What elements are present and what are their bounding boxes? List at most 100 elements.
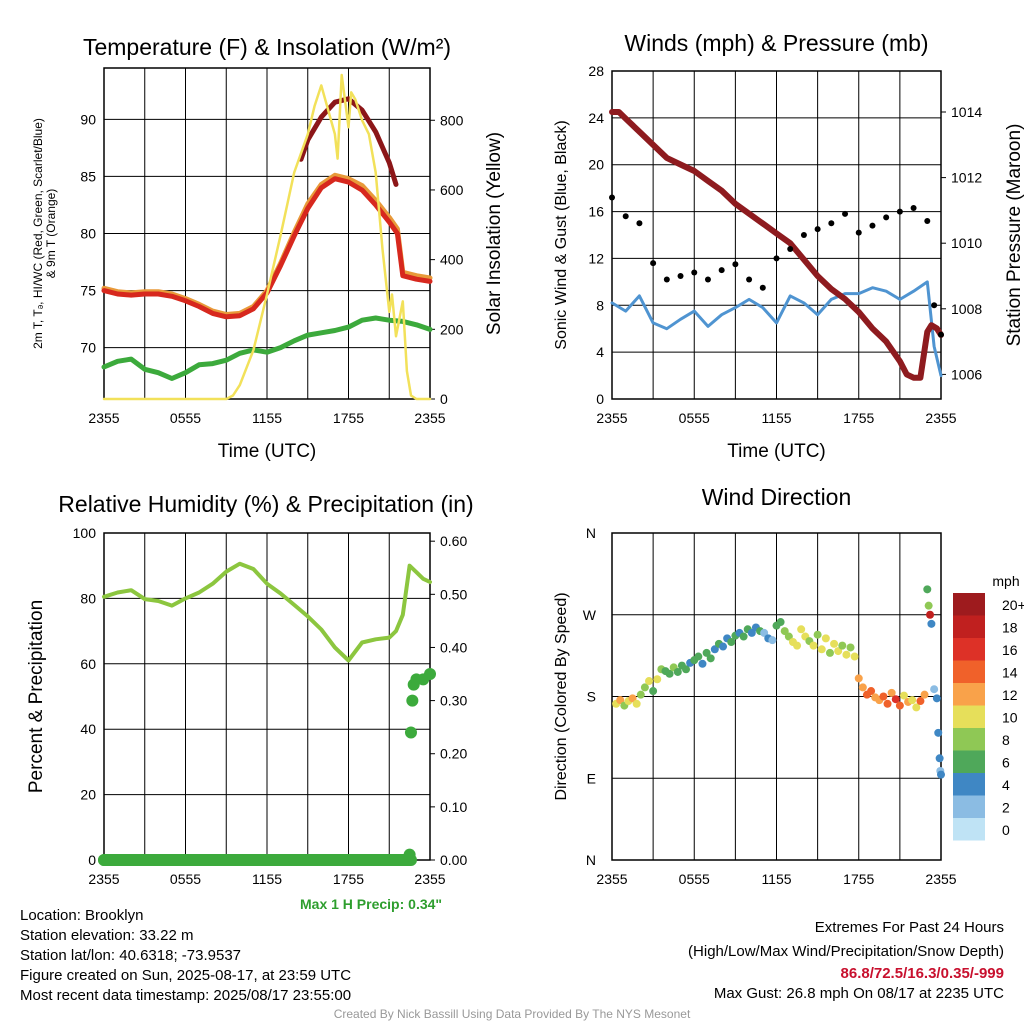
y-tick-label: 90 [80, 111, 96, 127]
precip-point [424, 668, 436, 681]
direction-point [908, 696, 917, 705]
direction-point [760, 628, 769, 637]
precip-point [369, 854, 382, 866]
precip-point [288, 854, 301, 866]
direction-point [645, 677, 654, 686]
extremes-values: 86.8/72.5/16.3/0.35/-999 [840, 965, 1004, 982]
gust-point [924, 217, 931, 224]
direction-point [665, 669, 674, 678]
colorbar-swatch [953, 593, 985, 616]
y-right-axis-label: Station Pressure (Maroon) [1004, 124, 1024, 347]
precip-point [403, 848, 416, 861]
gust-point [828, 220, 835, 227]
colorbar-label: 16 [1002, 642, 1018, 658]
humidity-precip-panel: Relative Humidity (%) & Precipitation (i… [26, 491, 474, 887]
y-tick-label: E [587, 770, 596, 786]
y-right-tick-label: 400 [440, 252, 464, 268]
gust-point [663, 276, 670, 283]
direction-point [768, 636, 777, 645]
direction-point [834, 647, 843, 656]
precip-point [125, 854, 138, 866]
x-tick-label: 1755 [843, 871, 874, 887]
y-tick-label: 16 [588, 204, 604, 220]
direction-point [935, 754, 944, 763]
colorbar-label: 20+ [1002, 597, 1024, 613]
colorbar-swatch [953, 615, 985, 638]
direction-point [926, 610, 935, 619]
direction-point [916, 697, 925, 706]
direction-point [719, 642, 728, 651]
y-tick-label: 100 [73, 525, 97, 541]
direction-point [912, 703, 921, 712]
y-tick-label: 60 [80, 656, 96, 672]
y-tick-label: 24 [588, 110, 604, 126]
gust-point [746, 276, 753, 283]
y-tick-label: 8 [596, 297, 604, 313]
direction-point [776, 618, 785, 627]
precip-point [206, 854, 219, 866]
direction-point [850, 652, 859, 661]
precip-point [98, 854, 110, 866]
direction-point [821, 634, 830, 643]
pressure-line [609, 109, 944, 381]
extremes-info: Extremes For Past 24 Hours (High/Low/Max… [688, 918, 1004, 1004]
direction-point [739, 632, 748, 641]
colorbar-title: mph [992, 573, 1019, 589]
panel-title: Temperature (F) & Insolation (W/m²) [83, 34, 451, 60]
direction-point [867, 687, 876, 696]
direction-point [727, 638, 736, 646]
gust-point [622, 213, 629, 220]
y-tick-label: 80 [80, 226, 96, 242]
y-right-axis-label: Solar Insolation (Yellow) [484, 132, 505, 335]
y-right-tick-label: 0.40 [440, 639, 467, 655]
precip-point [315, 854, 328, 866]
direction-point [780, 627, 789, 636]
gust-point [773, 255, 780, 262]
x-tick-label: 0555 [679, 871, 710, 887]
colorbar-swatch [953, 660, 985, 683]
colorbar-label: 12 [1002, 687, 1018, 703]
x-tick-label: 1155 [252, 871, 282, 887]
recent-timestamp: Most recent data timestamp: 2025/08/17 2… [20, 987, 352, 1004]
direction-point [846, 643, 855, 652]
x-axis-label: Time (UTC) [727, 441, 826, 462]
colorbar-swatch [953, 705, 985, 728]
temperature-panel: Temperature (F) & Insolation (W/m²) 2355 0… [31, 34, 505, 462]
direction-point [895, 701, 904, 710]
x-tick-label: 1155 [761, 871, 791, 887]
direction-point [924, 601, 933, 610]
direction-point [636, 690, 645, 699]
colorbar-swatch [953, 818, 985, 841]
gust-point [650, 260, 657, 267]
colorbar-swatch [953, 773, 985, 796]
y-tick-label: N [586, 525, 596, 541]
direction-point [809, 641, 818, 650]
direction-point [920, 690, 929, 699]
precip-point [261, 854, 273, 866]
y-tick-label: 12 [588, 250, 604, 266]
y-tick-label: 0 [596, 391, 604, 407]
y-right-tick-label: 0.60 [440, 533, 467, 549]
direction-point [813, 630, 822, 639]
panel-title: Relative Humidity (%) & Precipitation (i… [58, 491, 473, 517]
colorbar-label: 6 [1002, 755, 1010, 771]
gust-point [759, 284, 766, 291]
y-right-tick-label: 1012 [951, 170, 982, 186]
direction-point [710, 645, 719, 654]
y-axis-label: Percent & Precipitation [26, 600, 47, 793]
direction-point [797, 625, 806, 634]
gust-point [677, 273, 684, 279]
y-right-tick-label: 0.50 [440, 586, 467, 602]
direction-point [682, 665, 691, 674]
x-tick-label: 1755 [843, 410, 874, 426]
colorbar-swatch [953, 750, 985, 773]
max-gust: Max Gust: 26.8 mph On 08/17 at 2235 UTC [713, 985, 1004, 1002]
y-tick-label: 4 [596, 344, 604, 360]
direction-point [934, 728, 943, 737]
colorbar-swatch [953, 795, 985, 818]
x-tick-label: 1755 [333, 410, 364, 426]
gust-point [718, 267, 725, 274]
y-axis-label-line1: 2m T, Tₔ, HI/WC (Red, Green, Scarlet/Blu… [31, 118, 45, 349]
direction-point [747, 628, 756, 637]
